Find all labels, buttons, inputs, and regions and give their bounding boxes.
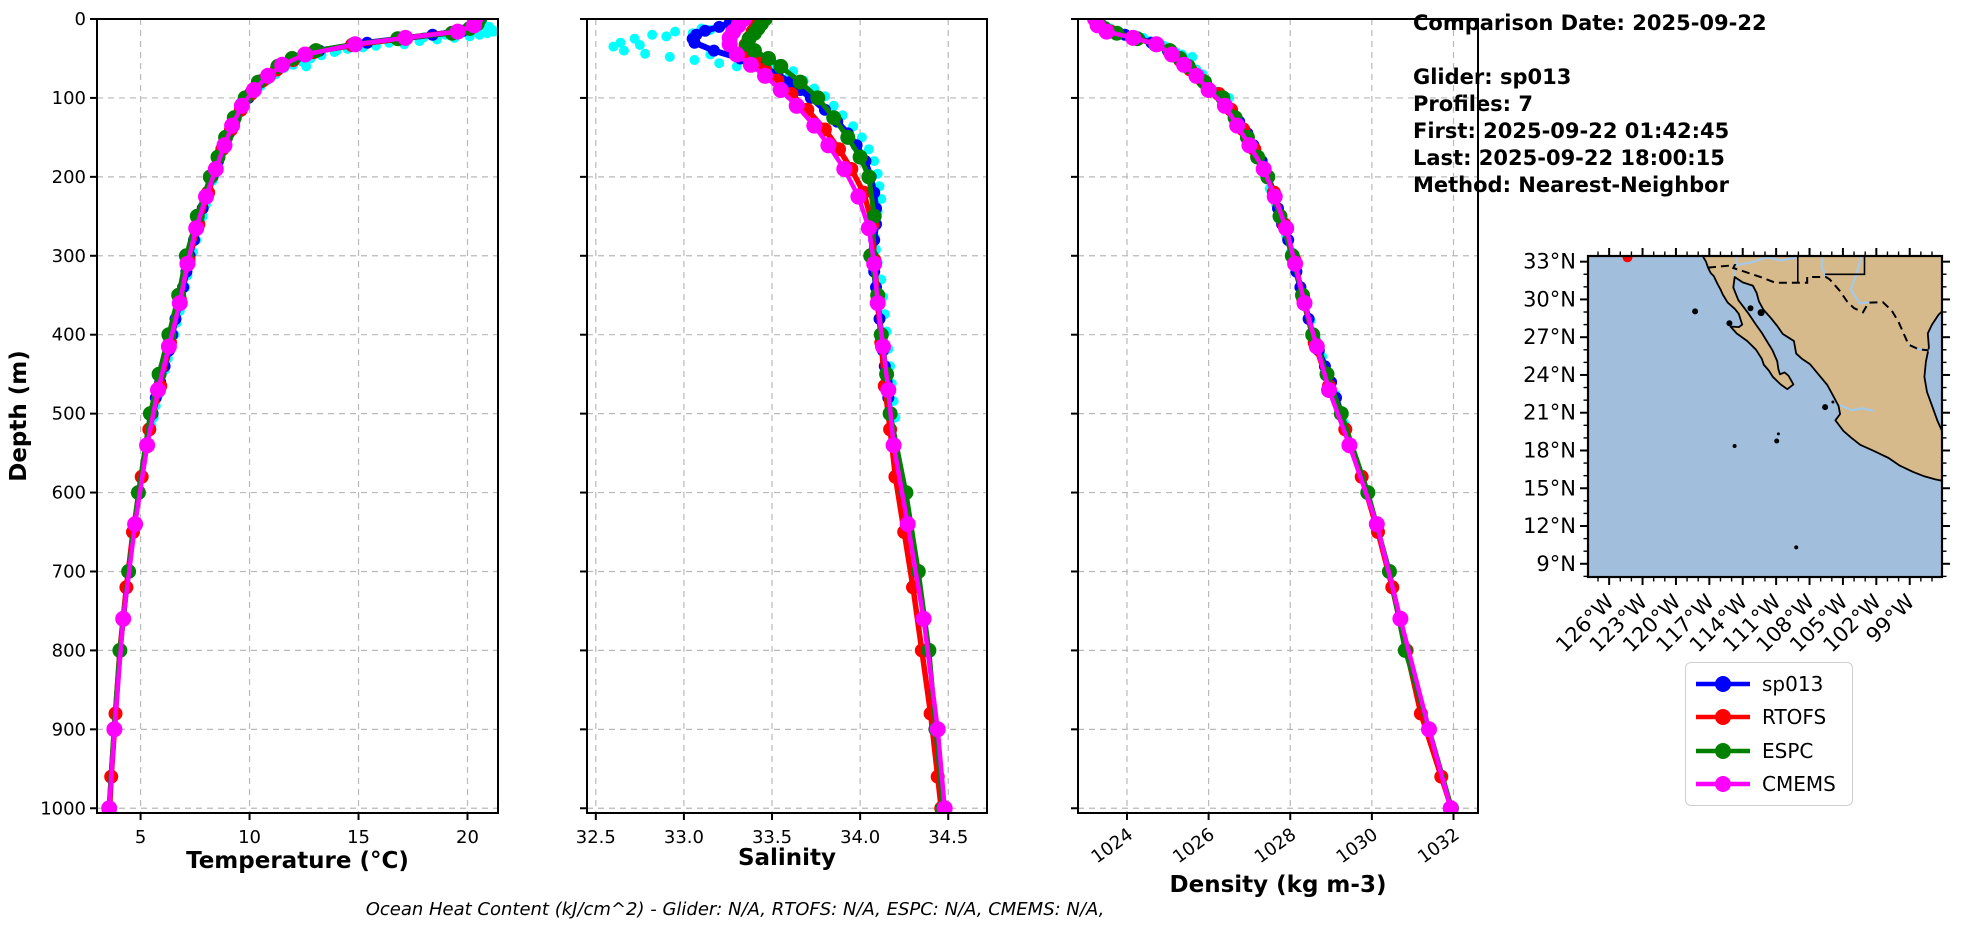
salinity-x-tick-label: 34.0: [840, 827, 880, 848]
salinity-glider-scatter: [608, 19, 901, 423]
map-river: [1737, 256, 1796, 266]
legend-line-marker-icon: [1696, 742, 1750, 759]
map-island: [1794, 545, 1799, 550]
legend-label: RTOFS: [1762, 705, 1827, 730]
glider-position-marker: [1622, 256, 1633, 263]
map-island: [1776, 432, 1780, 436]
density-x-tick-label: 1028: [1251, 824, 1300, 868]
map-lat-tick-label: 9°N: [1536, 552, 1576, 576]
density-axes-frame: [1077, 18, 1479, 814]
salinity-x-tick-label: 34.5: [928, 827, 968, 848]
depth-tick-label: 800: [52, 640, 86, 661]
map-lat-tick-label: 24°N: [1523, 363, 1576, 387]
method-text: Method: Nearest-Neighbor: [1413, 173, 1729, 197]
map-lat-tick-label: 33°N: [1523, 250, 1576, 274]
depth-axis-label: Depth (m): [6, 350, 32, 482]
map-island: [1726, 320, 1733, 327]
last-profile-time-text: Last: 2025-09-22 18:00:15: [1413, 146, 1725, 170]
depth-tick-label: 500: [52, 404, 86, 425]
legend-item-RTOFS: RTOFS: [1694, 705, 1844, 729]
map-lat-tick-label: 21°N: [1523, 401, 1576, 425]
map-lat-tick-label: 12°N: [1523, 514, 1576, 538]
ocean-heat-content-footnote: Ocean Heat Content (kJ/cm^2) - Glider: N…: [365, 899, 1105, 920]
depth-tick-label: 200: [52, 167, 86, 188]
glider-name-text: Glider: sp013: [1413, 65, 1572, 89]
map-island: [1831, 400, 1835, 404]
first-profile-time-text: First: 2025-09-22 01:42:45: [1413, 119, 1730, 143]
temperature-x-tick-label: 20: [456, 827, 479, 848]
temperature-axes-frame: [96, 18, 499, 814]
depth-tick-label: 0: [75, 9, 86, 30]
legend-line-marker-icon: [1696, 675, 1750, 692]
map-river: [1820, 256, 1827, 278]
legend: sp013 RTOFS ESPC CMEMS: [1685, 662, 1853, 806]
salinity-series-ESPC: [739, 19, 951, 813]
density-glider-scatter: [1097, 21, 1350, 429]
density-x-tick-label: 1030: [1332, 824, 1381, 868]
map-land: [1701, 256, 1942, 482]
legend-item-sp013: sp013: [1694, 672, 1844, 696]
salinity-axis-label: Salinity: [737, 845, 837, 871]
salinity-axes-frame: [586, 18, 988, 814]
legend-line-marker-icon: [1696, 776, 1750, 793]
temperature-axis-label: Temperature (°C): [186, 848, 409, 874]
temperature-series-CMEMS: [101, 19, 484, 813]
map-border-dashed: [1707, 264, 1929, 352]
temperature-x-tick-label: 10: [238, 827, 261, 848]
profiles-count-text: Profiles: 7: [1413, 92, 1534, 116]
depth-tick-label: 700: [52, 561, 86, 582]
depth-tick-label: 300: [52, 246, 86, 267]
legend-label: ESPC: [1762, 738, 1814, 763]
map-island: [1822, 404, 1829, 411]
temperature-x-tick-label: 5: [135, 827, 146, 848]
salinity-x-tick-label: 33.5: [752, 827, 792, 848]
map-island: [1747, 305, 1754, 312]
salinity-series-CMEMS: [721, 19, 953, 813]
legend-line-marker-icon: [1696, 709, 1750, 726]
map-island: [1757, 309, 1765, 317]
map-lat-tick-label: 27°N: [1523, 325, 1576, 349]
map-river: [1733, 256, 1739, 277]
legend-item-ESPC: ESPC: [1694, 739, 1844, 763]
location-map: 33°N30°N27°N24°N21°N18°N15°N12°N9°N126°W…: [1523, 248, 1950, 657]
info-panel: Comparison Date: 2025-09-22 Glider: sp01…: [1413, 10, 1767, 199]
map-river: [1849, 256, 1871, 305]
depth-tick-label: 100: [52, 88, 86, 109]
map-lat-tick-label: 18°N: [1523, 438, 1576, 462]
depth-tick-label: 1000: [40, 798, 86, 819]
density-x-tick-label: 1024: [1088, 824, 1137, 868]
depth-tick-label: 600: [52, 483, 86, 504]
map-lat-tick-label: 30°N: [1523, 287, 1576, 311]
depth-tick-label: 400: [52, 325, 86, 346]
map-island: [1774, 438, 1780, 444]
salinity-x-tick-label: 32.5: [576, 827, 616, 848]
comparison-date-text: Comparison Date: 2025-09-22: [1413, 11, 1767, 35]
map-state-border: [1825, 256, 1866, 276]
map-lat-tick-label: 15°N: [1523, 476, 1576, 500]
salinity-x-tick-label: 33.0: [664, 827, 704, 848]
density-series-sp013: [1091, 19, 1348, 420]
legend-label: CMEMS: [1762, 772, 1836, 797]
temperature-x-tick-label: 15: [347, 827, 370, 848]
density-series-CMEMS: [1087, 19, 1459, 813]
density-x-tick-label: 1026: [1169, 824, 1218, 868]
density-axis-label: Density (kg m-3): [1169, 872, 1387, 898]
map-island: [1732, 444, 1737, 448]
legend-label: sp013: [1762, 671, 1824, 696]
map-island: [1692, 308, 1699, 315]
legend-item-CMEMS: CMEMS: [1694, 772, 1844, 796]
density-x-tick-label: 1032: [1414, 824, 1463, 868]
map-river: [1839, 404, 1874, 412]
salinity-plot: 32.5 33.0 33.5 34.0 34.5: [576, 18, 988, 848]
depth-tick-label: 900: [52, 719, 86, 740]
